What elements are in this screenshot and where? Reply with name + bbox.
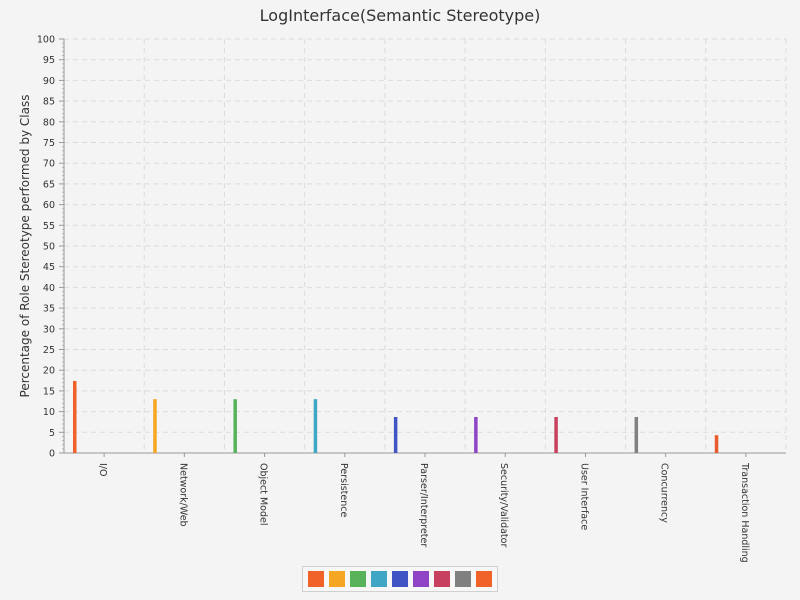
axes (59, 38, 786, 457)
x-tick-label: Concurrency (659, 463, 670, 523)
y-tick-label: 35 (43, 304, 55, 315)
y-tick-label: 65 (43, 179, 55, 190)
bar (153, 399, 157, 453)
bar (233, 399, 237, 453)
y-tick-label: 25 (43, 345, 55, 356)
y-tick-label: 85 (43, 97, 55, 108)
legend-swatch (413, 571, 429, 587)
legend (302, 566, 498, 592)
y-tick-label: 60 (43, 200, 55, 211)
legend-swatch (392, 571, 408, 587)
y-axis-label: Percentage of Role Stereotype performed … (18, 95, 32, 398)
y-tick-label: 100 (37, 35, 55, 46)
y-tick-label: 75 (43, 138, 55, 149)
y-tick-label: 95 (43, 55, 55, 66)
legend-swatch (476, 571, 492, 587)
y-tick-label: 20 (43, 366, 55, 377)
legend-swatch (371, 571, 387, 587)
x-tick-label: I/O (97, 463, 108, 476)
y-tick-label: 10 (43, 407, 55, 418)
y-tick-label: 30 (43, 324, 55, 335)
bar (634, 416, 639, 453)
y-tick-label: 0 (49, 449, 55, 460)
x-tick-label: User Interface (578, 463, 589, 530)
chart-title: LogInterface(Semantic Stereotype) (259, 6, 541, 25)
bar (73, 380, 77, 453)
grid-lines (64, 38, 787, 454)
x-tick-label: Parser/Interpreter (418, 463, 429, 547)
x-tick-label: Object Model (258, 463, 269, 525)
x-tick-label: Network/Web (177, 463, 188, 527)
bar (474, 416, 478, 453)
legend-swatch (434, 571, 450, 587)
y-tick-label: 15 (43, 386, 55, 397)
y-tick-label: 80 (43, 117, 55, 128)
x-tick-label: Transaction Handling (739, 462, 750, 563)
bar (714, 435, 719, 453)
bar (393, 416, 398, 453)
bars (73, 380, 719, 453)
y-tick-label: 40 (43, 283, 55, 294)
y-tick-label: 50 (43, 242, 55, 253)
x-tick-label: Persistence (338, 463, 349, 517)
x-tick-label: Security/Validator (498, 463, 509, 547)
legend-swatch (308, 571, 324, 587)
legend-swatch (350, 571, 366, 587)
y-tick-label: 70 (43, 159, 55, 170)
y-tick-label: 5 (49, 428, 55, 439)
y-tick-label: 45 (43, 262, 55, 273)
legend-swatch (455, 571, 471, 587)
bar (313, 399, 318, 453)
tick-labels: 0 5 10 15 20 25 30 35 40 45 50 55 60 65 70 75 80 85 90 95 10… (37, 35, 750, 563)
bar (554, 416, 558, 453)
y-tick-label: 90 (43, 76, 55, 87)
legend-swatch (329, 571, 345, 587)
y-tick-label: 55 (43, 221, 55, 232)
